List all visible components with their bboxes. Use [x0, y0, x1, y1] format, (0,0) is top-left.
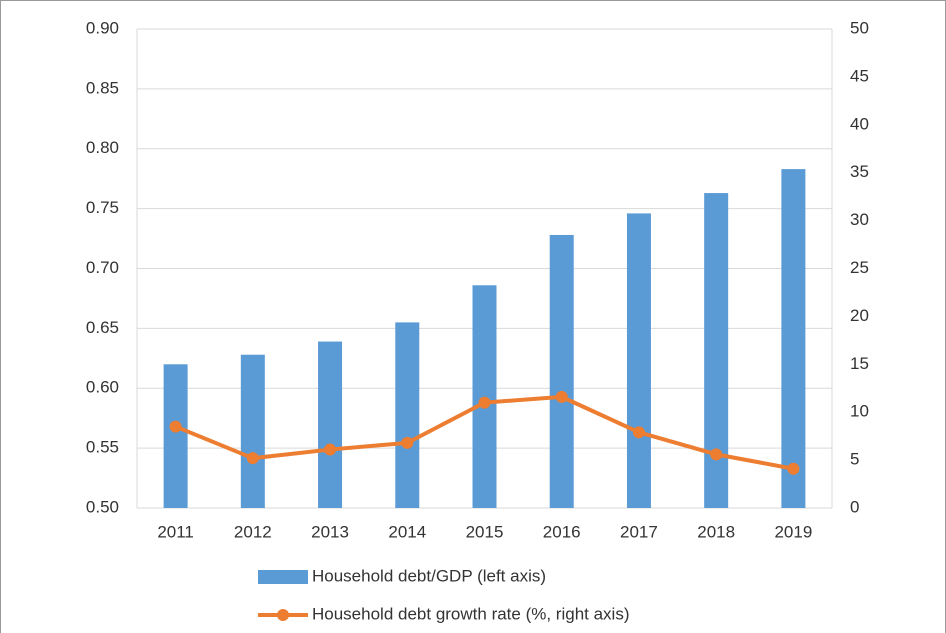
y2-tick-label: 10 — [850, 402, 869, 421]
bar — [240, 354, 265, 508]
line-point — [169, 420, 182, 433]
bar — [318, 341, 343, 508]
x-tick-label: 2014 — [388, 522, 426, 541]
y2-tick-label: 0 — [850, 497, 859, 516]
x-tick-label: 2019 — [774, 522, 812, 541]
x-tick-label: 2011 — [157, 522, 194, 541]
y-tick-label: 0.70 — [86, 258, 119, 277]
x-tick-label: 2015 — [466, 522, 504, 541]
x-tick-label: 2016 — [543, 522, 581, 541]
legend-label: Household debt growth rate (%, right axi… — [312, 604, 630, 623]
y2-tick-label: 15 — [850, 354, 869, 373]
y-tick-label: 0.90 — [86, 18, 119, 37]
x-tick-label: 2013 — [311, 522, 349, 541]
bar — [781, 169, 806, 509]
y-tick-label: 0.60 — [86, 378, 119, 397]
line-point — [401, 436, 414, 449]
legend-label: Household debt/GDP (left axis) — [312, 566, 546, 585]
y2-tick-label: 45 — [850, 66, 869, 85]
legend-swatch — [277, 609, 289, 621]
y-tick-label: 0.55 — [86, 438, 119, 457]
line-point — [710, 448, 723, 461]
y2-tick-label: 50 — [850, 18, 869, 37]
y2-tick-label: 35 — [850, 162, 869, 181]
bar — [626, 213, 651, 509]
y2-tick-label: 30 — [850, 210, 869, 229]
y2-tick-label: 20 — [850, 306, 869, 325]
bar — [395, 322, 420, 508]
bar — [549, 234, 574, 508]
x-tick-label: 2018 — [697, 522, 735, 541]
bar — [704, 193, 729, 508]
y-tick-label: 0.80 — [86, 138, 119, 157]
y-tick-label: 0.50 — [86, 497, 119, 516]
line-point — [555, 390, 568, 403]
line-point — [787, 462, 800, 475]
y2-tick-label: 40 — [850, 114, 869, 133]
x-tick-label: 2017 — [620, 522, 658, 541]
line-point — [632, 426, 645, 439]
y-tick-label: 0.75 — [86, 198, 119, 217]
y-tick-label: 0.85 — [86, 78, 119, 97]
line-point — [324, 443, 337, 456]
line-point — [246, 452, 259, 465]
y2-tick-label: 5 — [850, 450, 859, 469]
line-point — [478, 396, 491, 409]
bar — [163, 364, 188, 508]
x-tick-label: 2012 — [234, 522, 272, 541]
y2-tick-label: 25 — [850, 258, 869, 277]
legend-swatch — [258, 570, 308, 584]
y-tick-label: 0.65 — [86, 318, 119, 337]
